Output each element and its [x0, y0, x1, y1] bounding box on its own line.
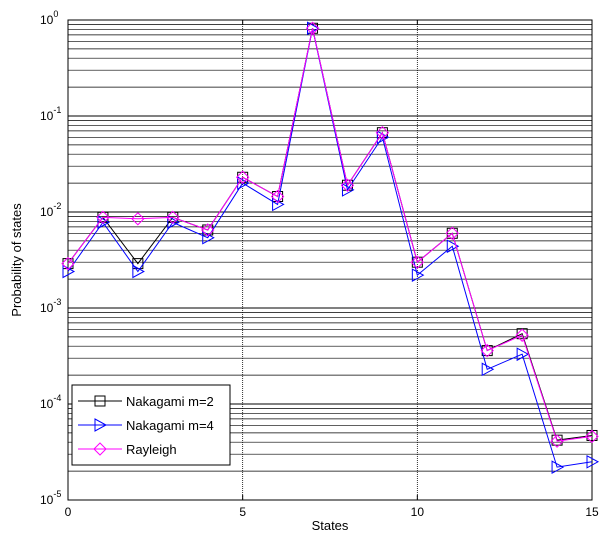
x-axis-ticks: 0 5 10 15 [65, 20, 599, 519]
data-point [446, 227, 458, 239]
data-point [340, 178, 355, 192]
data-point [131, 212, 145, 226]
data-point [305, 21, 320, 35]
y-axis-label: Probability of states [9, 203, 24, 317]
x-tick-label: 10 [411, 505, 425, 519]
data-point [167, 215, 180, 230]
y-tick-label: 10-3 [40, 297, 61, 315]
data-point [411, 268, 425, 282]
data-point [97, 215, 110, 230]
data-point [235, 170, 250, 184]
legend-marker [94, 418, 108, 432]
data-point [270, 189, 285, 204]
series-3 [61, 21, 599, 448]
data-point [237, 176, 250, 190]
x-tick-label: 5 [239, 505, 246, 519]
y-tick-base: 10 [40, 301, 54, 315]
legend-label: Nakagami m=2 [126, 394, 214, 409]
data-point [61, 256, 75, 271]
x-tick-label: 0 [65, 505, 72, 519]
legend-item: Rayleigh [78, 442, 177, 457]
data-point [375, 125, 390, 140]
data-point [550, 434, 564, 448]
series-line [67, 28, 593, 468]
y-tick-label: 100 [40, 9, 58, 27]
legend-item: Nakagami m=2 [78, 394, 214, 409]
y-tick-label: 10-5 [40, 489, 61, 507]
x-tick-label: 15 [585, 505, 599, 519]
legend-item: Nakagami m=4 [78, 418, 214, 433]
plot-frame [67, 19, 593, 501]
data-point [201, 223, 215, 237]
y-tick-exponent: -4 [53, 393, 61, 403]
legend-label: Nakagami m=4 [126, 418, 214, 433]
legend-label: Rayleigh [126, 442, 177, 457]
y-tick-base: 10 [40, 205, 54, 219]
y-tick-label: 10-2 [40, 201, 61, 219]
data-point [341, 183, 355, 197]
y-tick-exponent: 0 [53, 9, 58, 19]
y-tick-exponent: -3 [53, 297, 61, 307]
y-tick-base: 10 [40, 493, 54, 507]
legend-marker [93, 442, 107, 456]
data-point [445, 226, 459, 241]
data-point [446, 239, 460, 254]
y-tick-exponent: -5 [53, 489, 61, 499]
y-tick-base: 10 [40, 13, 54, 27]
y-tick-base: 10 [40, 109, 54, 123]
data-point [202, 230, 215, 245]
y-tick-exponent: -2 [53, 201, 61, 211]
y-tick-label: 10-4 [40, 393, 61, 411]
series-2 [62, 21, 600, 474]
data-point [481, 362, 495, 377]
legend: Nakagami m=2 Nakagami m=4 Rayleigh [71, 384, 231, 466]
data-point [132, 264, 145, 279]
data-point [480, 343, 494, 358]
series-line [67, 28, 593, 442]
data-point [96, 210, 110, 225]
data-point [586, 454, 600, 469]
data-point [551, 460, 565, 474]
data-point [515, 328, 529, 342]
x-axis-label: States [312, 518, 349, 533]
data-point [410, 255, 425, 269]
y-tick-base: 10 [40, 397, 54, 411]
legend-marker [94, 395, 106, 407]
data-point [411, 256, 423, 268]
data-point [166, 210, 180, 225]
series-group [61, 21, 600, 474]
data-point [585, 429, 599, 444]
y-tick-label: 10-1 [40, 105, 61, 123]
data-point [516, 347, 530, 362]
y-tick-exponent: -1 [53, 105, 61, 115]
